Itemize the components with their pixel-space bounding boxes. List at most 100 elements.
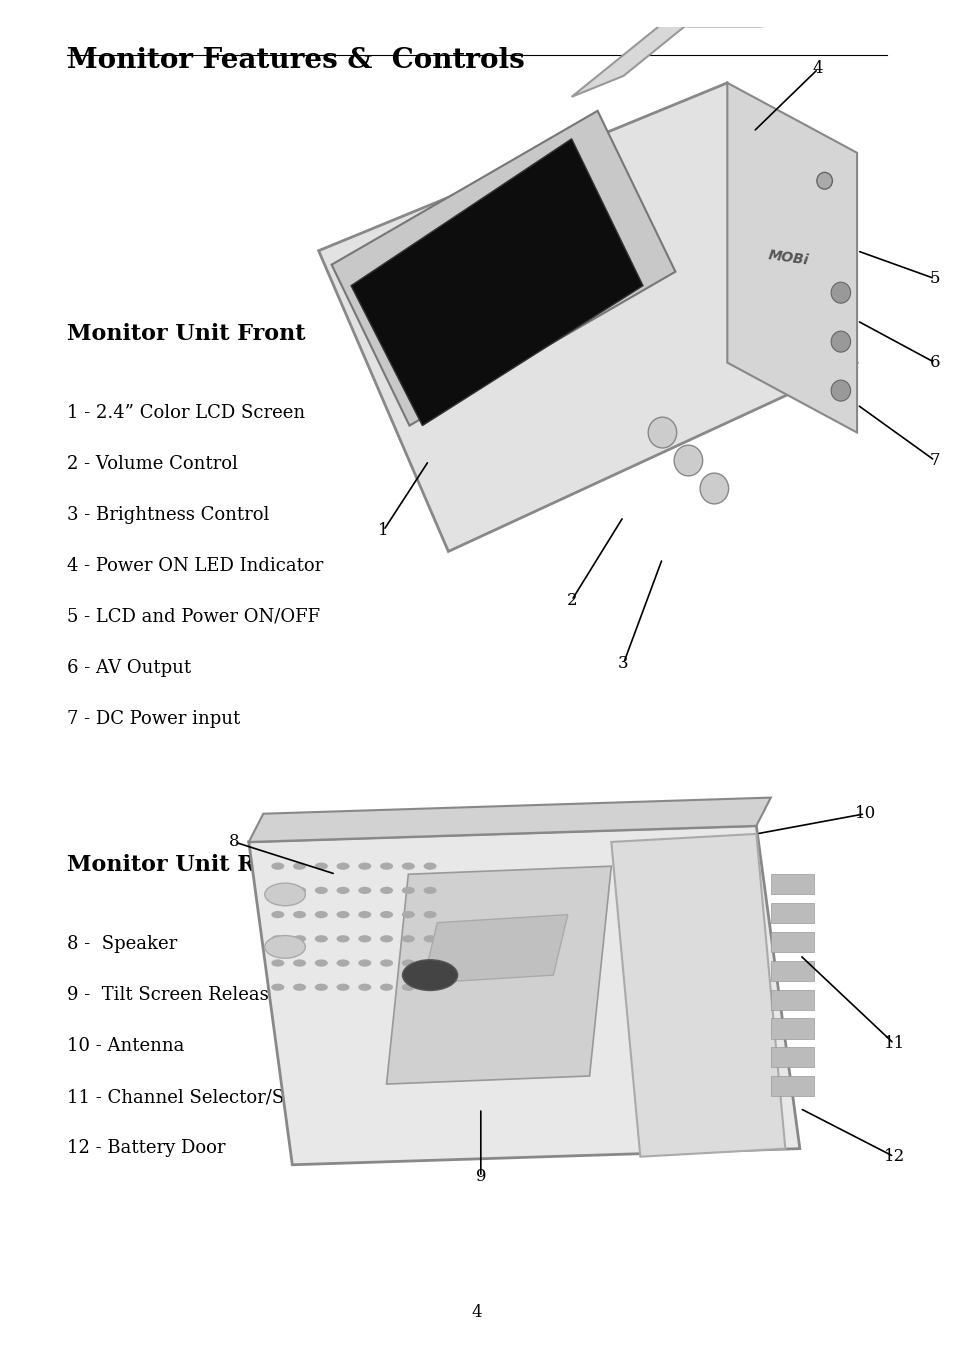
Circle shape (379, 983, 393, 991)
Polygon shape (386, 866, 611, 1084)
Circle shape (271, 862, 284, 870)
Circle shape (336, 983, 349, 991)
Polygon shape (726, 83, 856, 433)
Circle shape (293, 886, 306, 894)
Circle shape (265, 936, 305, 958)
Text: 10 - Antenna: 10 - Antenna (67, 1037, 184, 1054)
Circle shape (271, 935, 284, 943)
Text: 1: 1 (377, 522, 389, 539)
Circle shape (271, 983, 284, 991)
Text: 12 - Battery Door: 12 - Battery Door (67, 1139, 225, 1157)
Circle shape (401, 959, 415, 967)
Circle shape (358, 862, 371, 870)
Polygon shape (571, 0, 753, 97)
Circle shape (358, 886, 371, 894)
Circle shape (700, 473, 728, 504)
Text: 6 - AV Output: 6 - AV Output (67, 659, 191, 677)
Circle shape (314, 983, 328, 991)
Text: 5 - LCD and Power ON/OFF: 5 - LCD and Power ON/OFF (67, 608, 319, 625)
Circle shape (314, 935, 328, 943)
Circle shape (271, 886, 284, 894)
Circle shape (401, 983, 415, 991)
Bar (770, 960, 814, 981)
Circle shape (336, 935, 349, 943)
Polygon shape (422, 915, 567, 983)
Text: 1 - 2.4” Color LCD Screen: 1 - 2.4” Color LCD Screen (67, 404, 305, 421)
Text: 11: 11 (882, 1036, 903, 1052)
Text: 8 -  Speaker: 8 - Speaker (67, 935, 177, 952)
Bar (770, 902, 814, 923)
Text: Monitor Features &  Controls: Monitor Features & Controls (67, 47, 524, 74)
Circle shape (379, 911, 393, 919)
Circle shape (379, 886, 393, 894)
Circle shape (401, 911, 415, 919)
Polygon shape (318, 83, 856, 551)
Text: 4 - Power ON LED Indicator: 4 - Power ON LED Indicator (67, 557, 323, 574)
Polygon shape (332, 110, 675, 425)
Circle shape (379, 959, 393, 967)
Circle shape (336, 911, 349, 919)
Circle shape (358, 935, 371, 943)
Circle shape (336, 862, 349, 870)
Text: 7 - DC Power input: 7 - DC Power input (67, 710, 240, 728)
Circle shape (314, 886, 328, 894)
FancyBboxPatch shape (675, 0, 772, 27)
Circle shape (830, 381, 850, 401)
Polygon shape (249, 798, 770, 842)
Circle shape (423, 886, 436, 894)
Circle shape (358, 983, 371, 991)
Text: Monitor Unit Rear: Monitor Unit Rear (67, 854, 295, 876)
Circle shape (358, 959, 371, 967)
Text: 4: 4 (471, 1303, 482, 1321)
Polygon shape (249, 826, 799, 1165)
Text: 9 -  Tilt Screen Release: 9 - Tilt Screen Release (67, 986, 279, 1003)
Text: 10: 10 (854, 806, 875, 822)
Circle shape (314, 959, 328, 967)
Circle shape (830, 331, 850, 352)
Text: 3: 3 (618, 655, 628, 672)
Bar (770, 874, 814, 894)
Circle shape (647, 417, 676, 448)
Circle shape (314, 911, 328, 919)
Bar (770, 1048, 814, 1068)
Text: 3 - Brightness Control: 3 - Brightness Control (67, 506, 269, 523)
Text: 7: 7 (928, 452, 940, 469)
Text: Monitor Unit Front: Monitor Unit Front (67, 323, 305, 344)
Circle shape (379, 935, 393, 943)
Circle shape (379, 862, 393, 870)
Circle shape (423, 959, 436, 967)
Text: 9: 9 (475, 1169, 486, 1185)
Circle shape (271, 959, 284, 967)
Circle shape (423, 911, 436, 919)
Text: 8: 8 (229, 834, 239, 850)
Text: 2 - Volume Control: 2 - Volume Control (67, 455, 237, 472)
Circle shape (293, 911, 306, 919)
Circle shape (336, 959, 349, 967)
Circle shape (358, 911, 371, 919)
Circle shape (293, 862, 306, 870)
Circle shape (423, 862, 436, 870)
Text: 6: 6 (928, 354, 940, 371)
Circle shape (423, 935, 436, 943)
Circle shape (402, 960, 457, 990)
Circle shape (674, 445, 702, 476)
Circle shape (830, 282, 850, 303)
Circle shape (401, 886, 415, 894)
Bar (770, 990, 814, 1010)
Text: 12: 12 (882, 1149, 903, 1165)
Circle shape (293, 983, 306, 991)
Circle shape (401, 862, 415, 870)
Bar (770, 1018, 814, 1038)
Text: 4: 4 (812, 61, 822, 78)
Circle shape (423, 983, 436, 991)
Circle shape (293, 935, 306, 943)
Circle shape (336, 886, 349, 894)
Text: 5: 5 (928, 270, 940, 288)
Circle shape (401, 935, 415, 943)
Text: MOBi: MOBi (767, 247, 809, 268)
Polygon shape (351, 139, 642, 425)
Polygon shape (611, 834, 784, 1157)
Circle shape (271, 911, 284, 919)
Circle shape (293, 959, 306, 967)
Circle shape (265, 884, 305, 905)
